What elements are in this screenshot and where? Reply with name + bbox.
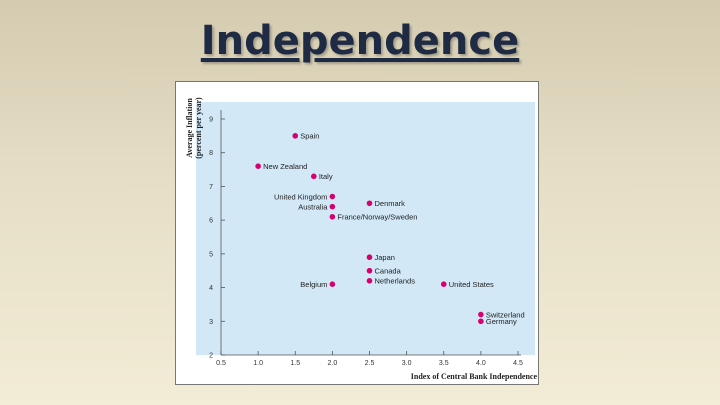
x-tick-label: 1.0 [253, 360, 263, 367]
y-tick-label: 5 [209, 251, 213, 258]
y-tick-label: 4 [209, 285, 213, 292]
data-point [440, 281, 447, 288]
data-point [478, 318, 484, 325]
x-tick-label: 3.5 [439, 360, 449, 367]
data-point-label: Canada [375, 267, 402, 276]
plot-background [196, 102, 535, 355]
y-tick-label: 8 [209, 150, 213, 157]
data-point [366, 254, 373, 261]
x-axis-label: Index of Central Bank Independence [411, 372, 538, 381]
y-tick-label: 2 [209, 353, 213, 360]
y-tick-label: 3 [209, 319, 213, 326]
data-point [329, 213, 336, 220]
x-tick-label: 2.5 [365, 360, 375, 367]
data-point [329, 203, 336, 210]
data-point-label: Belgium [300, 280, 327, 289]
data-point [366, 200, 373, 207]
data-point-label: Switzerland [486, 310, 525, 319]
x-tick-label: 4.5 [513, 360, 523, 367]
x-tick-label: 0.5 [216, 360, 226, 367]
data-point-label: Denmark [375, 199, 406, 208]
x-tick-label: 4.0 [476, 360, 486, 367]
data-point-label: France/Norway/Sweden [337, 213, 417, 222]
data-point-label: United Kingdom [274, 192, 327, 201]
data-point [329, 281, 336, 288]
data-point [292, 133, 299, 139]
y-tick-label: 7 [209, 184, 213, 191]
data-point-label: Netherlands [375, 277, 416, 286]
data-point-label: New Zealand [263, 162, 307, 171]
y-axis-label: Average Inflation(percent per year) [185, 97, 203, 159]
data-point-label: United States [449, 280, 494, 289]
x-tick-label: 1.5 [290, 360, 300, 367]
y-tick-label: 6 [209, 218, 213, 225]
data-point-label: Italy [319, 172, 333, 181]
data-point-label: Spain [300, 132, 319, 141]
x-tick-label: 3.0 [402, 360, 412, 367]
data-point [478, 311, 484, 318]
data-point [366, 278, 373, 284]
data-point [329, 193, 336, 200]
data-point-label: Germany [486, 317, 517, 326]
data-point [366, 267, 373, 274]
data-point [311, 173, 317, 180]
data-point-label: Japan [375, 253, 395, 262]
x-tick-label: 2.0 [328, 360, 338, 367]
slide-title: Independence [200, 18, 520, 64]
data-point [255, 163, 261, 169]
y-tick-label: 9 [209, 117, 213, 124]
data-point-label: Australia [298, 202, 328, 211]
